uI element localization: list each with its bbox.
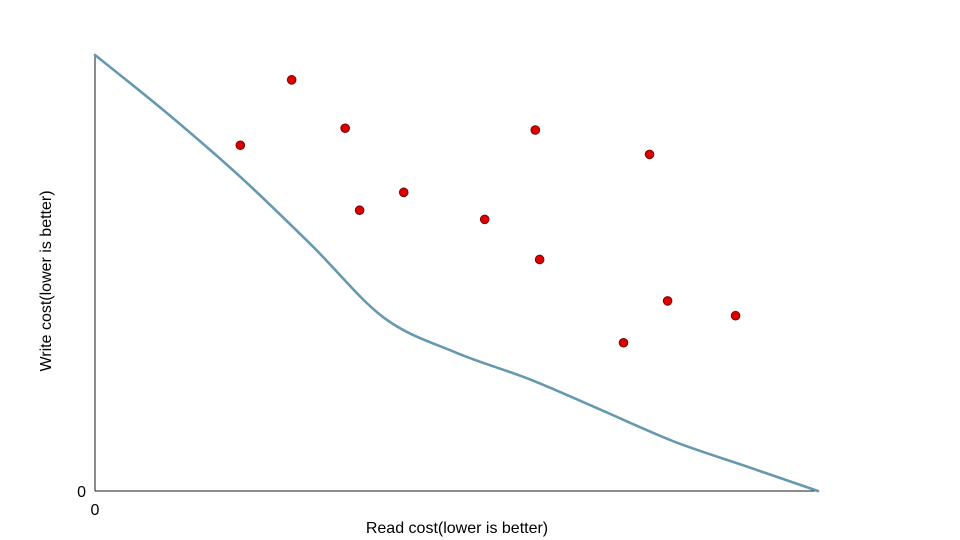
- scatter-point: [354, 205, 365, 216]
- x-axis-label: Read cost(lower is better): [366, 520, 548, 537]
- scatter-point: [618, 337, 629, 348]
- scatter-point: [530, 125, 541, 135]
- scatter-point: [235, 140, 246, 151]
- scatter-points: [235, 75, 741, 348]
- scatter-point: [340, 123, 350, 134]
- scatter-point: [662, 296, 673, 306]
- scatter-point: [398, 187, 409, 198]
- x-tick-label-0: 0: [91, 502, 100, 519]
- scatter-point: [479, 214, 490, 225]
- y-axis-label: Write cost(lower is better): [38, 190, 55, 371]
- frontier-line: [93, 53, 820, 493]
- y-tick-label-0: 0: [77, 484, 86, 501]
- scatter-point: [286, 75, 297, 85]
- scatter-point: [730, 310, 741, 321]
- scatter-point: [644, 149, 655, 160]
- scatter-point: [534, 254, 545, 265]
